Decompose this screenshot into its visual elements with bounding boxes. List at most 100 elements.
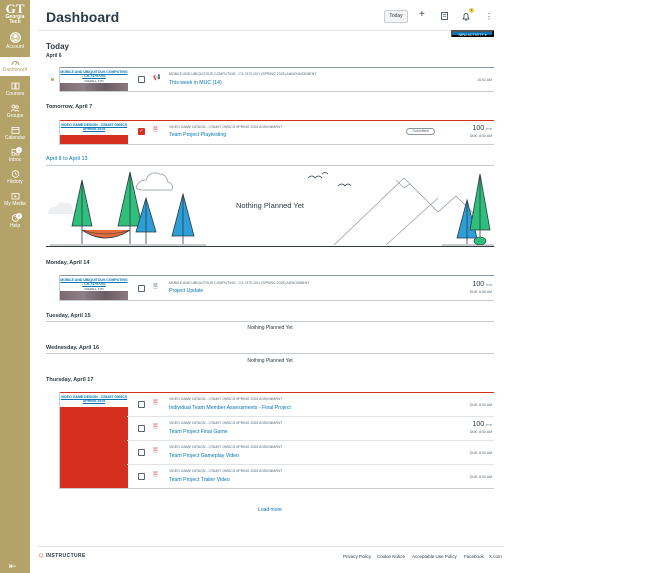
playtesting-checkbox[interactable]: ✓ [138,128,145,135]
nav-calendar[interactable]: Calendar [0,126,30,141]
footer-link-acceptable-use[interactable]: Acceptable Use Policy [412,554,457,559]
help-badge: 9 [16,213,22,219]
load-more-link[interactable]: Load more [258,507,282,513]
item-divider [127,464,494,465]
item-title-link[interactable]: Team Project Playtesting [169,132,227,138]
item-title-link[interactable]: This week in MUC (14) [169,80,222,86]
item-title-link[interactable]: Individual Team Member Assessments - Fin… [169,405,291,411]
assignment-checkbox[interactable] [138,425,145,432]
collapse-nav-icon[interactable]: ⇤ [9,561,17,571]
header-divider [38,30,494,31]
item-meta: VIDEO GAME DESIGN - CS6457 OMSCS SPRING … [169,421,283,425]
item-title-link[interactable]: Team Project Gameplay Video [169,453,239,459]
course-title[interactable]: VIDEO GAME DESIGN - CS6457 OMSCS SPRING … [60,123,128,131]
course-card-muc[interactable]: MOBILE AND UBIQUITOUS COMPUTING - CS-747… [59,275,128,300]
nav-label: Calendar [4,135,26,141]
nav-label: Groups [6,113,24,119]
footer-link-facebook[interactable]: Facebook [464,554,484,559]
nothing-planned-illustration [48,171,494,246]
notification-bell-icon[interactable] [462,12,470,21]
nav-dashboard[interactable]: Dashboard [0,57,30,76]
item-title-link[interactable]: Team Project Final Game [169,429,228,435]
item-points: 100 PTS [440,281,492,288]
new-activity-label: NEW ACTIVITY [458,33,484,37]
footer-link-cookie[interactable]: Cookie Notice [377,554,406,559]
logo-line-georgia: Georgia [5,14,25,20]
nav-inbox[interactable]: 1 Inbox [0,147,30,163]
media-icon [11,193,19,200]
logo-line-tech: Tech [9,19,21,25]
day-divider [46,353,494,354]
nav-courses[interactable]: Courses [0,82,30,97]
course-card-vgd[interactable]: VIDEO GAME DESIGN - CS6457 OMSCS SPRING … [59,392,128,488]
nav-groups[interactable]: Groups [0,104,30,119]
range-bottom-divider [46,246,494,247]
course-subtitle: OVERALL, 7470 [84,288,104,291]
assignment-checkbox[interactable] [138,401,145,408]
course-title[interactable]: MOBILE AND UBIQUITOUS COMPUTING - CS-747… [60,70,128,78]
notification-badge: 1 [469,8,474,13]
points-value: 100 [472,281,485,288]
submitted-badge: Submitted [406,128,435,135]
course-title[interactable]: VIDEO GAME DESIGN - CS6457 OMSCS SPRING … [60,395,128,403]
day-heading-thursday: Thursday, April 17 [46,377,94,383]
announcement-checkbox[interactable] [138,76,145,83]
grades-icon[interactable] [441,12,448,20]
item-top-border [59,67,494,68]
georgia-tech-logo[interactable]: GT Georgia Tech [1,1,29,25]
page-title: Dashboard [46,9,120,25]
add-icon[interactable]: + [419,9,425,20]
assignment-icon: 🗎 [153,127,158,133]
item-bottom-border [59,144,494,145]
announcement-icon: 📢 [153,75,161,81]
new-activity-button[interactable]: NEW ACTIVITY ▾ [451,30,494,37]
assignment-icon: 🗎 [153,400,158,406]
item-meta: MOBILE AND UBIQUITOUS COMPUTING - CS-747… [169,281,310,285]
more-options-icon[interactable]: ⋮ [485,12,493,21]
item-bottom-border [59,91,494,92]
today-button[interactable]: Today [384,10,408,23]
project-update-checkbox[interactable] [138,285,145,292]
course-subtitle: OVERALL, 7470 [84,80,104,83]
course-image [60,83,128,91]
course-card-vgd[interactable]: VIDEO GAME DESIGN - CS6457 OMSCS SPRING … [59,120,128,144]
courses-icon [11,82,19,90]
course-title[interactable]: MOBILE AND UBIQUITOUS COMPUTING - CS-747… [60,278,128,286]
item-due: DUE: 8:00 AM [469,430,492,434]
instructure-logo[interactable]: ⬡ INSTRUCTURE [39,553,86,559]
nothing-planned-message: Nothing Planned Yet [247,358,293,364]
account-icon [9,32,21,43]
logo-monogram: GT [5,1,25,16]
nav-my-media[interactable]: My Media [0,192,30,207]
item-meta: VIDEO GAME DESIGN - CS6457 OMSCS SPRING … [169,125,283,129]
course-color-block [60,407,128,488]
new-activity-dot [51,78,54,81]
assignment-checkbox[interactable] [138,473,145,480]
inbox-badge: 1 [16,147,22,153]
nav-account[interactable]: Account [0,32,30,50]
range-divider [46,165,494,166]
item-title-link[interactable]: Team Project Trailer Video [169,477,230,483]
item-due: DUE: 8:00 AM [469,451,492,455]
item-title-link[interactable]: Project Update [169,288,204,294]
assignment-checkbox[interactable] [138,449,145,456]
points-label: PTS [486,127,492,131]
day-heading-monday: Monday, April 14 [46,260,90,266]
item-points: 100 PTS [440,125,492,132]
course-card-muc[interactable]: MOBILE AND UBIQUITOUS COMPUTING - CS-747… [59,67,128,91]
item-meta: VIDEO GAME DESIGN - CS6457 OMSCS SPRING … [169,445,283,449]
nav-help[interactable]: ? 9 Help [0,213,30,229]
points-label: PTS [486,423,492,427]
footer-link-x[interactable]: X.com [489,554,502,559]
nav-history[interactable]: History [0,170,30,185]
footer-divider [38,546,504,547]
assignment-icon: 🗎 [153,472,158,478]
nav-label: Account [5,44,25,50]
item-bottom-border [59,488,494,489]
item-points: 100 PTS [440,421,492,428]
day-heading-today: Today [46,42,69,51]
item-top-border [59,392,494,393]
nothing-planned-message: Nothing Planned Yet [236,201,304,210]
footer-link-privacy[interactable]: Privacy Policy [343,554,372,559]
assignment-icon: 🗎 [153,424,158,430]
